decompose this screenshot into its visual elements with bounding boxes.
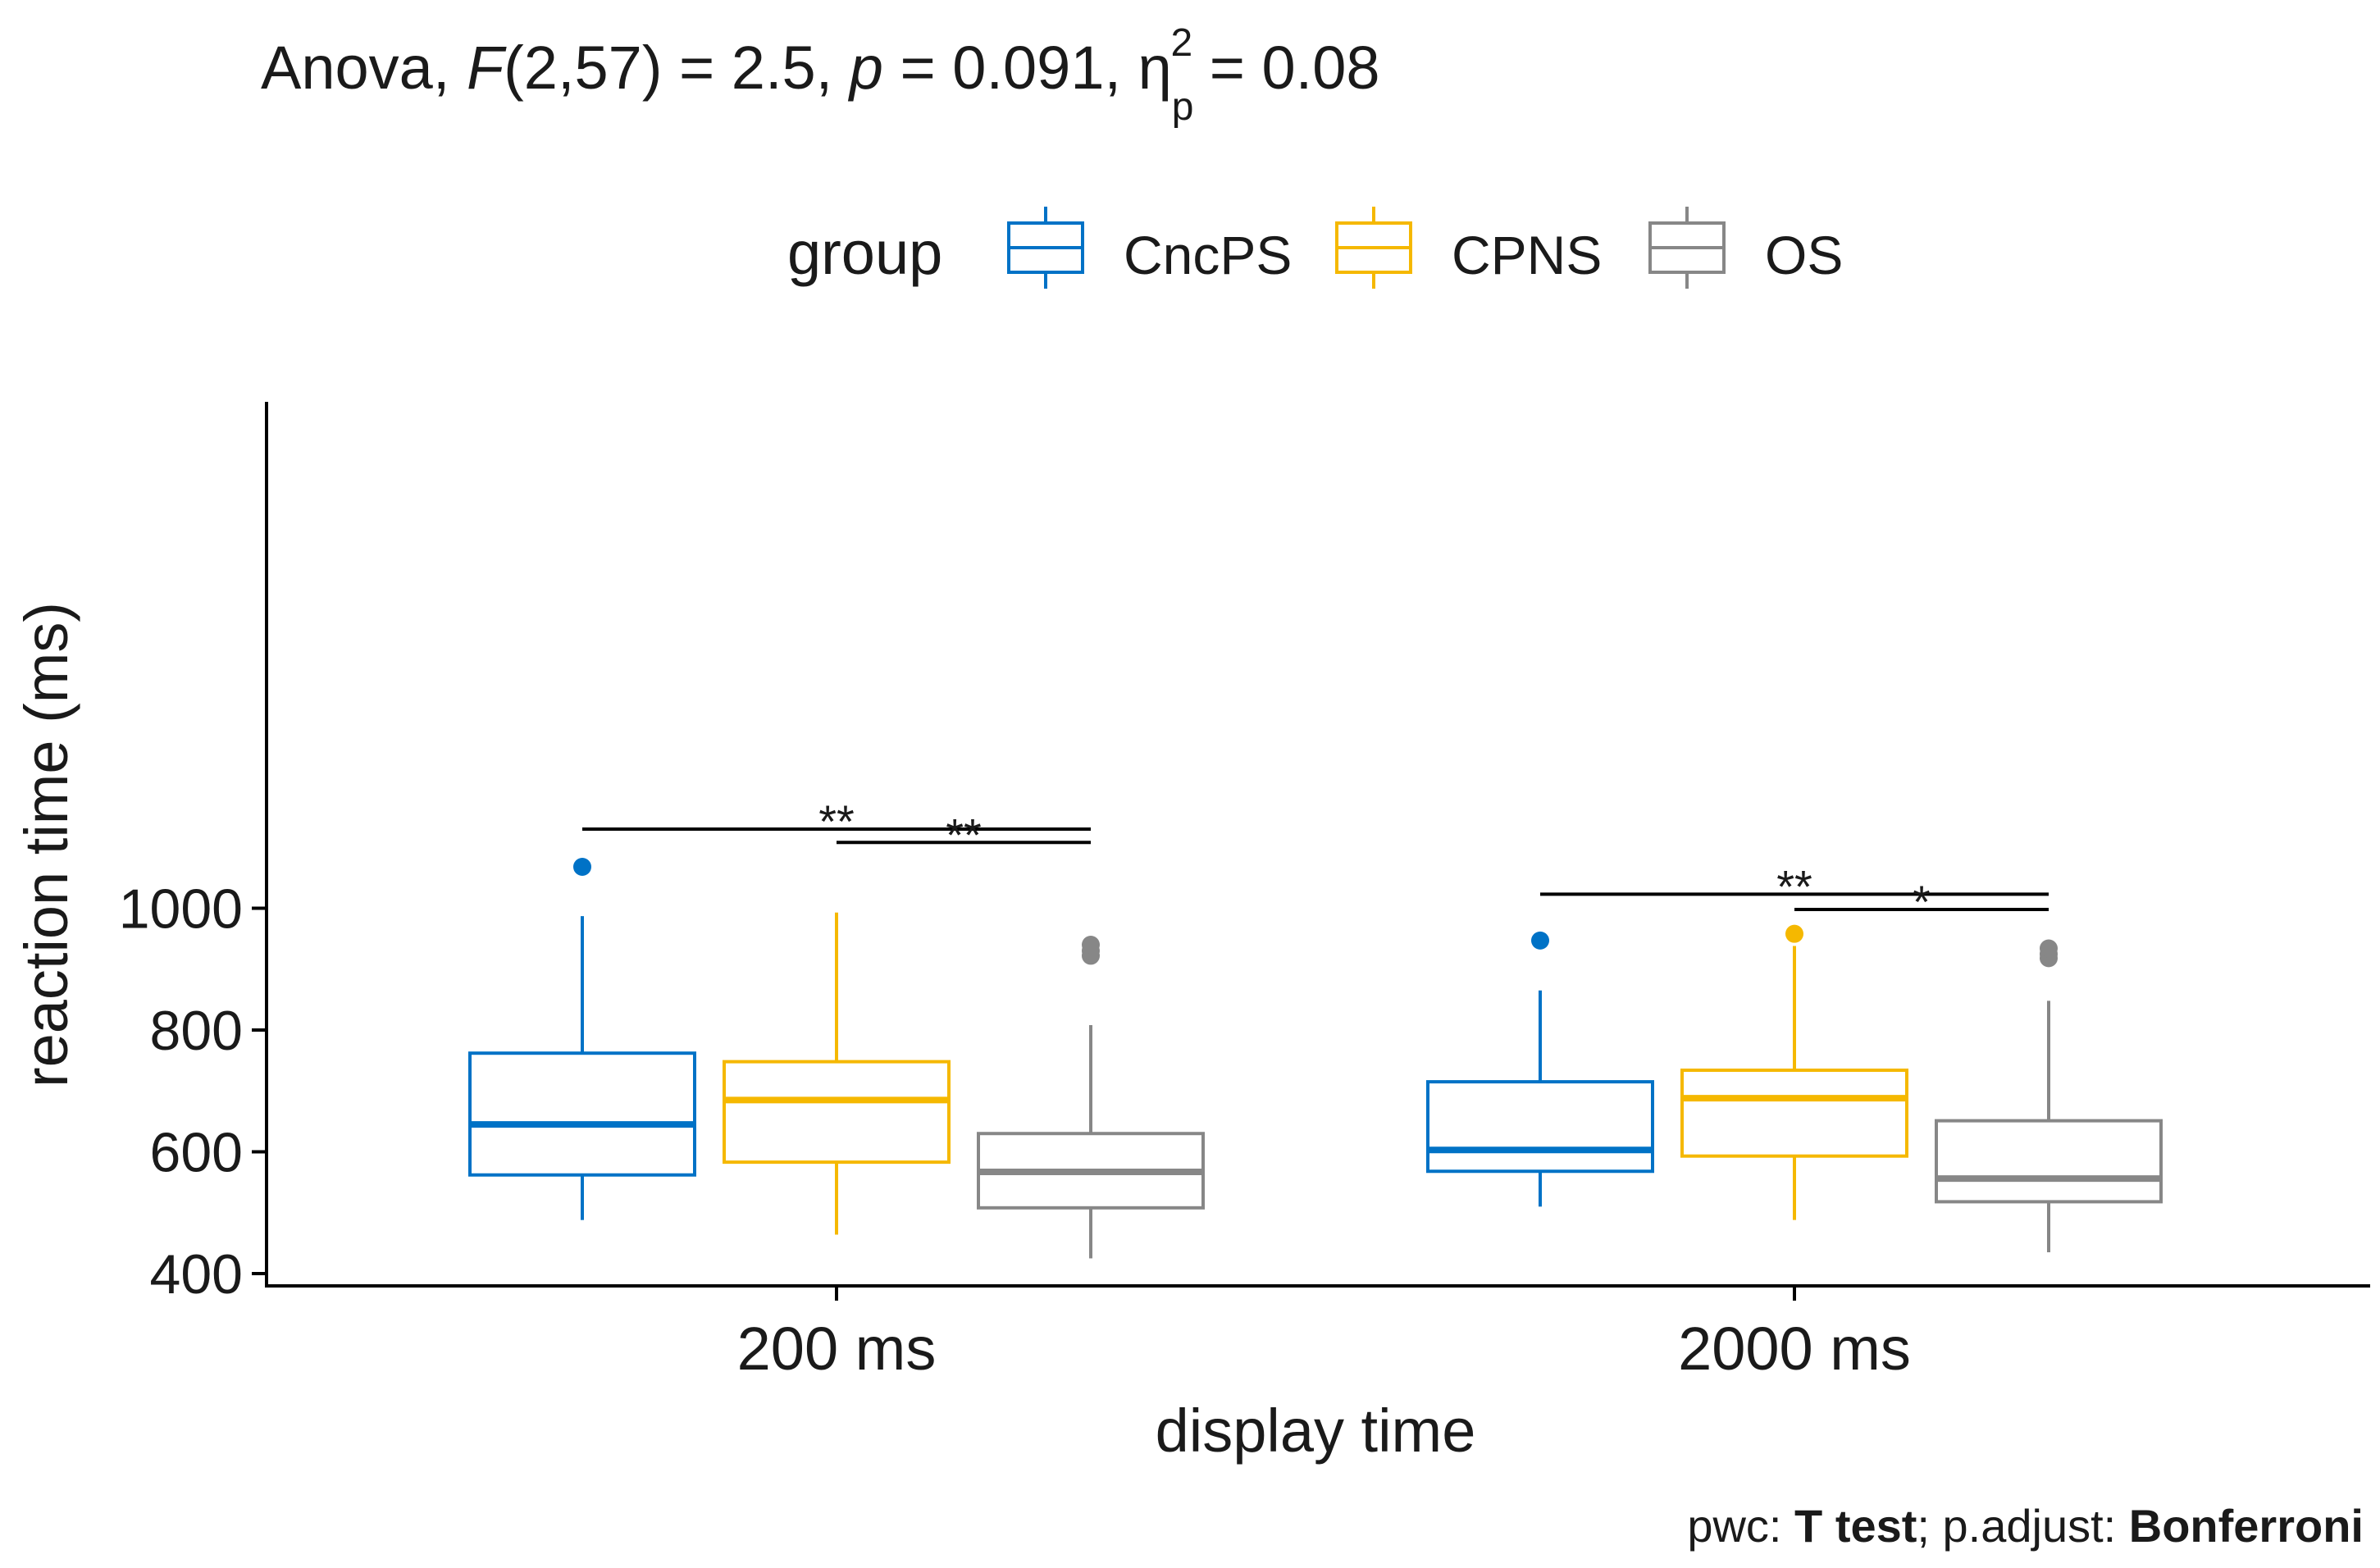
significance-bracket: ** xyxy=(1540,860,2049,912)
box-iqr xyxy=(723,1060,951,1165)
significance-label: * xyxy=(1913,876,1931,928)
y-tick-label: 1000 xyxy=(119,878,243,941)
legend-label: OS xyxy=(1765,225,1843,285)
box-os-2000ms xyxy=(1935,939,2163,1253)
y-tick-label: 600 xyxy=(150,1122,243,1184)
legend-entry-os: OS xyxy=(1648,207,1843,289)
box-cpns-2000ms xyxy=(1680,924,1908,1220)
significance-label: ** xyxy=(818,795,855,847)
significance-bracket: ** xyxy=(837,809,1091,860)
significance-label: ** xyxy=(946,809,982,860)
caption: pwc: T test; p.adjust: Bonferroni xyxy=(1687,1500,2364,1552)
significance-bracket: ** xyxy=(582,795,1091,847)
box-iqr xyxy=(1935,1119,2163,1204)
legend-entry-cpns: CPNS xyxy=(1335,207,1602,289)
significance-brackets: ** **** * xyxy=(582,795,2049,928)
box-iqr xyxy=(1426,1080,1654,1174)
outlier-point xyxy=(1531,931,1549,950)
y-axis-ticks: 400 600 800 1000 xyxy=(119,878,267,1306)
y-tick-label: 400 xyxy=(150,1243,243,1306)
chart-title: Anova, F(2,57) = 2.5, p = 0.091, ηp2 = 0… xyxy=(261,21,1380,129)
x-tick-label: 2000 ms xyxy=(1678,1315,1911,1383)
y-tick-label: 800 xyxy=(150,1000,243,1062)
box-cncps-200ms xyxy=(468,858,696,1220)
significance-bracket: * xyxy=(1794,876,2049,928)
legend-label: CncPS xyxy=(1124,225,1292,285)
legend-entry-cncps: CncPS xyxy=(1007,207,1292,289)
box-layer xyxy=(468,858,2163,1259)
box-iqr xyxy=(468,1051,696,1177)
legend-title: group xyxy=(787,219,942,287)
outlier-point xyxy=(2040,939,2058,958)
box-iqr xyxy=(1680,1069,1908,1158)
outlier-point xyxy=(1785,924,1803,943)
x-axis-label: display time xyxy=(1156,1397,1476,1465)
outlier-point xyxy=(573,858,591,877)
legend-label: CPNS xyxy=(1452,225,1602,285)
y-axis-label: reaction time (ms) xyxy=(12,602,80,1087)
box-cpns-200ms xyxy=(723,912,951,1235)
significance-label: ** xyxy=(1776,860,1812,912)
box-cncps-2000ms xyxy=(1426,931,1654,1207)
legend: group CncPS CPNS OS xyxy=(787,207,1843,289)
box-os-200ms xyxy=(977,936,1205,1259)
x-tick-label: 200 ms xyxy=(737,1315,937,1383)
outlier-point xyxy=(1082,936,1100,955)
x-axis-ticks: 200 ms 2000 ms xyxy=(737,1286,1911,1383)
